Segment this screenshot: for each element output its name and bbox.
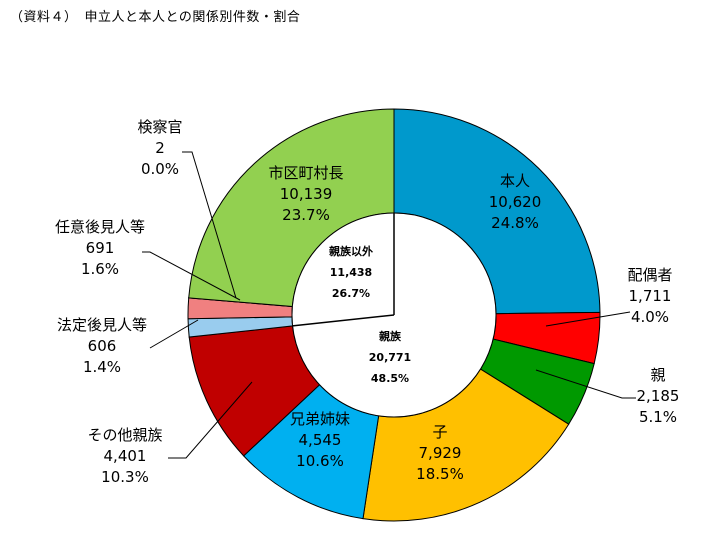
slice-label-name-1: 配偶者 [627, 266, 672, 284]
page-title: （資料４） 申立人と本人との関係別件数・割合 [10, 10, 301, 25]
slice-label-count-2: 2,185 [637, 387, 680, 405]
slice-label-pct-4: 10.6% [296, 452, 344, 470]
leader-line-1 [545, 311, 631, 327]
slice-label-name-8: 検察官 [137, 118, 182, 136]
slice-label-count-6: 606 [88, 337, 117, 355]
slice-label-name-2: 親 [650, 366, 665, 384]
slice-label-count-0: 10,620 [489, 193, 542, 211]
leader-lines [142, 151, 636, 459]
slice-label-pct-3: 18.5% [416, 465, 464, 483]
slice-label-name-4: 兄弟姉妹 [290, 410, 350, 428]
inner-label-count-1: 20,771 [369, 351, 411, 364]
slice-label-pct-6: 1.4% [83, 358, 121, 376]
leader-line-6 [149, 319, 199, 349]
slice-label-count-3: 7,929 [419, 444, 462, 462]
slice-label-count-1: 1,711 [629, 287, 672, 305]
leader-line-7 [142, 251, 241, 301]
inner-label-count-0: 11,438 [330, 266, 372, 279]
slice-label-name-5: その他親族 [87, 426, 162, 444]
inner-divider-lines [292, 213, 395, 327]
slice-label-count-4: 4,545 [299, 431, 342, 449]
slice-label-count-7: 691 [86, 239, 115, 257]
leader-line-2 [535, 369, 636, 399]
slice-label-count-9: 10,139 [280, 185, 333, 203]
inner-label-name-1: 親族 [379, 329, 402, 343]
slice-labels: 本人 10,620 24.8% 配偶者 1,711 4.0% 親 2,185 5.1% 子 7,92… [55, 118, 679, 486]
leader-line-8 [182, 151, 237, 299]
slice-label-name-9: 市区町村長 [268, 164, 343, 182]
leader-line-5 [168, 381, 253, 459]
slice-label-pct-9: 23.7% [282, 206, 330, 224]
slice-label-pct-1: 4.0% [631, 308, 669, 326]
slice-label-pct-8: 0.0% [141, 160, 179, 178]
slice-label-pct-2: 5.1% [639, 408, 677, 426]
slice-label-name-6: 法定後見人等 [57, 316, 147, 334]
slice-label-pct-0: 24.8% [491, 214, 539, 232]
slice-label-pct-7: 1.6% [81, 260, 119, 278]
inner-divider-left [292, 314, 395, 327]
slice-label-count-8: 2 [155, 139, 165, 157]
slice-label-name-0: 本人 [500, 172, 530, 190]
inner-label-name-0: 親族以外 [329, 244, 373, 258]
slice-label-name-7: 任意後見人等 [55, 218, 145, 236]
inner-labels: 親族以外 11,438 26.7% 親族 20,771 48.5% [329, 244, 411, 385]
slice-label-name-3: 子 [432, 423, 447, 441]
slice-label-count-5: 4,401 [104, 447, 147, 465]
inner-label-pct-0: 26.7% [332, 287, 370, 300]
inner-label-pct-1: 48.5% [371, 372, 409, 385]
slice-label-pct-5: 10.3% [101, 468, 149, 486]
